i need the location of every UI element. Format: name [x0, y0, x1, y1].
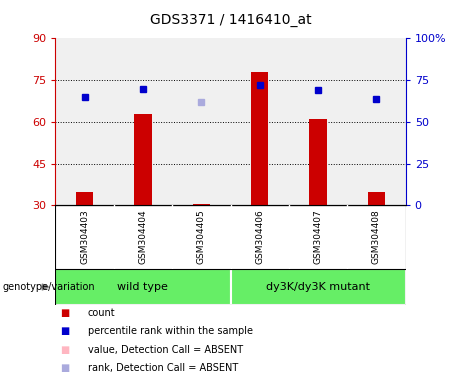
Bar — [309, 119, 327, 205]
Text: percentile rank within the sample: percentile rank within the sample — [88, 326, 253, 336]
Text: ■: ■ — [60, 345, 69, 355]
Bar — [368, 192, 385, 205]
Text: count: count — [88, 308, 115, 318]
Text: ■: ■ — [60, 363, 69, 373]
Text: GSM304405: GSM304405 — [197, 210, 206, 265]
Text: GDS3371 / 1416410_at: GDS3371 / 1416410_at — [150, 13, 311, 27]
Bar — [134, 114, 152, 205]
Bar — [251, 72, 268, 205]
Bar — [230, 269, 406, 305]
Bar — [193, 204, 210, 205]
Text: ■: ■ — [60, 326, 69, 336]
Text: ■: ■ — [60, 308, 69, 318]
Text: rank, Detection Call = ABSENT: rank, Detection Call = ABSENT — [88, 363, 238, 373]
Bar — [55, 269, 230, 305]
Text: GSM304406: GSM304406 — [255, 210, 264, 265]
Text: GSM304404: GSM304404 — [138, 210, 148, 265]
Text: dy3K/dy3K mutant: dy3K/dy3K mutant — [266, 282, 370, 292]
Bar — [76, 192, 93, 205]
Text: wild type: wild type — [118, 282, 168, 292]
Text: GSM304407: GSM304407 — [313, 210, 323, 265]
Text: GSM304403: GSM304403 — [80, 210, 89, 265]
Text: GSM304408: GSM304408 — [372, 210, 381, 265]
Text: value, Detection Call = ABSENT: value, Detection Call = ABSENT — [88, 345, 242, 355]
Text: genotype/variation: genotype/variation — [2, 282, 95, 292]
